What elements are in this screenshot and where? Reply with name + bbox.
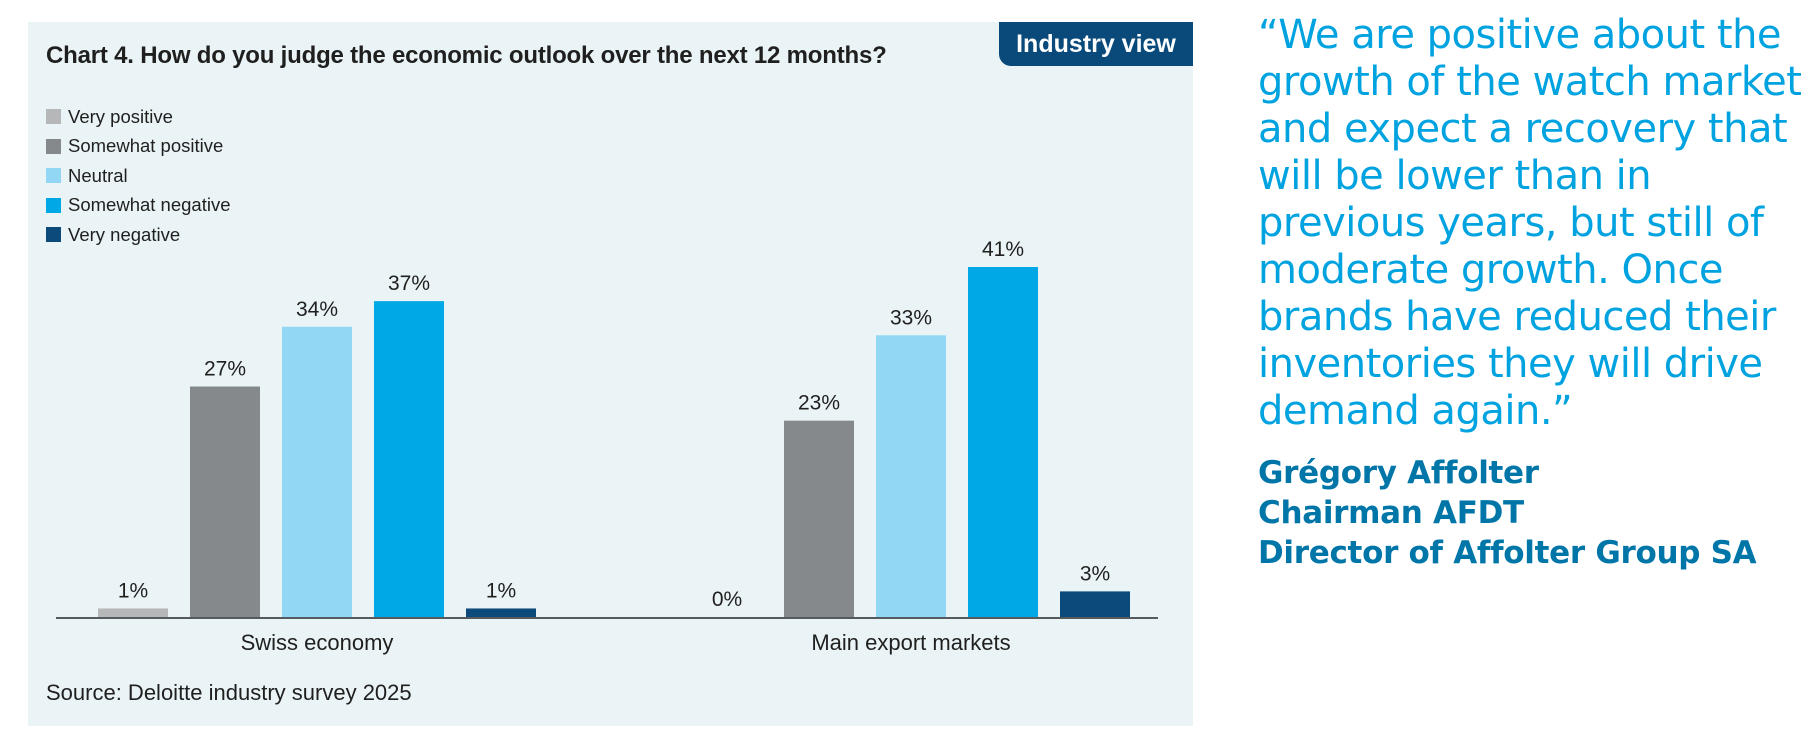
data-label: 37%: [388, 272, 430, 295]
chart-title: Chart 4. How do you judge the economic o…: [46, 42, 887, 69]
data-label: 41%: [982, 238, 1024, 261]
legend-label: Neutral: [68, 164, 128, 186]
attribution-role-chairman: Chairman AFDT: [1258, 495, 1524, 531]
source-note: Source: Deloitte industry survey 2025: [46, 680, 412, 705]
category-label: Main export markets: [811, 630, 1010, 655]
bar: [876, 335, 946, 617]
bar: [374, 301, 444, 617]
bar: [1060, 591, 1130, 617]
legend-label: Somewhat negative: [68, 194, 231, 216]
attribution-role-director: Director of Affolter Group SA: [1258, 535, 1757, 571]
chart-legend: Very positive Somewhat positive Neutral Som…: [46, 102, 231, 250]
data-label: 1%: [486, 579, 516, 602]
bar: [466, 608, 536, 617]
quote-block: “We are positive about the growth of the…: [1258, 12, 1803, 573]
quote-text: “We are positive about the growth of the…: [1258, 12, 1802, 434]
data-label: 27%: [204, 358, 246, 381]
legend-swatch: [46, 168, 61, 184]
bar: [98, 608, 168, 617]
bar-chart: 1% 27% 34% 37% 1% Swiss economy 0% 23% 33% 41% 3% M…: [56, 238, 1158, 655]
legend-swatch: [46, 227, 61, 243]
data-label: 23%: [798, 392, 840, 415]
legend-swatch: [46, 109, 61, 125]
legend-item: Very negative: [46, 220, 231, 250]
chart-panel: Chart 4. How do you judge the economic o…: [28, 22, 1193, 726]
legend-label: Very negative: [68, 223, 181, 245]
legend-label: Somewhat positive: [68, 135, 224, 157]
legend-item: Very positive: [46, 102, 231, 132]
data-label: 0%: [712, 588, 742, 611]
attribution-name: Grégory Affolter: [1258, 455, 1539, 491]
data-label: 34%: [296, 298, 338, 321]
legend-item: Neutral: [46, 161, 231, 191]
legend-item: Somewhat negative: [46, 191, 231, 221]
attribution: Grégory Affolter Chairman AFDT Director …: [1258, 453, 1803, 573]
data-label: 1%: [118, 579, 148, 602]
data-label: 33%: [890, 306, 932, 329]
legend-label: Very positive: [68, 105, 173, 127]
bar: [968, 267, 1038, 617]
legend-item: Somewhat positive: [46, 132, 231, 162]
legend-swatch: [46, 138, 61, 154]
bar: [190, 386, 260, 617]
category-label: Swiss economy: [241, 630, 394, 655]
industry-view-badge: Industry view: [999, 22, 1193, 66]
bar: [282, 326, 352, 617]
legend-swatch: [46, 197, 61, 213]
bar: [784, 420, 854, 617]
data-label: 3%: [1080, 562, 1110, 585]
